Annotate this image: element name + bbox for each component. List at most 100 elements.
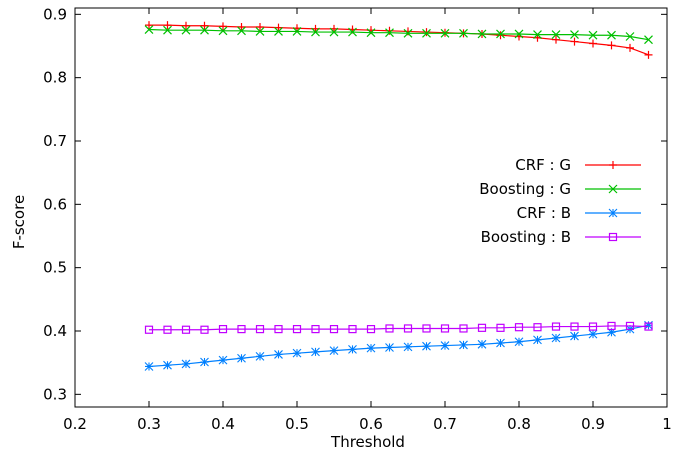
data-point <box>218 325 228 334</box>
data-point <box>496 31 505 40</box>
data-point <box>181 25 191 35</box>
data-point <box>144 25 154 34</box>
data-point <box>200 25 209 35</box>
series-line <box>148 324 649 368</box>
data-point <box>255 27 265 36</box>
y-tick-label: 0.6 <box>43 195 67 213</box>
data-point <box>145 21 153 30</box>
data-point <box>607 321 616 331</box>
axes: 0.2 0.3 0.4 0.5 0.6 0.7 0.8 0.9 1 0.3 0.4 0.5 0.6 0.7… <box>43 5 672 433</box>
data-point <box>644 322 653 331</box>
data-point <box>477 29 487 39</box>
data-point <box>459 340 468 350</box>
data-point <box>588 322 598 331</box>
data-point <box>200 325 209 334</box>
data-point <box>644 35 653 45</box>
data-point <box>366 343 376 353</box>
y-tick-label: 0.7 <box>43 132 67 150</box>
data-point <box>292 348 302 358</box>
data-point <box>552 35 560 44</box>
data-point <box>496 29 505 39</box>
legend-item: Boosting : G <box>479 180 641 198</box>
data-point <box>182 21 190 30</box>
data-point <box>589 39 597 48</box>
data-point <box>459 324 468 333</box>
data-point <box>609 161 617 169</box>
data-point <box>256 23 264 31</box>
data-point <box>255 325 265 334</box>
series-crf-g <box>145 21 653 59</box>
legend-label: CRF : G <box>515 156 571 174</box>
data-point <box>218 26 228 36</box>
data-point <box>144 362 154 371</box>
y-tick-label: 0.4 <box>43 322 67 340</box>
data-point <box>385 28 394 38</box>
data-point <box>200 21 209 30</box>
data-point <box>329 346 339 356</box>
data-point <box>292 325 302 334</box>
data-point <box>608 208 618 218</box>
data-point <box>551 30 561 40</box>
legend-label: Boosting : G <box>479 180 571 198</box>
data-point <box>608 184 618 194</box>
data-point <box>608 232 618 242</box>
series-line <box>149 24 649 56</box>
data-point <box>385 26 394 35</box>
y-tick-label: 0.5 <box>43 259 67 277</box>
data-point <box>422 28 431 38</box>
data-point <box>625 321 635 331</box>
data-point <box>219 22 227 31</box>
data-point <box>422 28 431 37</box>
data-point <box>607 41 616 50</box>
data-point <box>644 320 653 330</box>
data-point <box>163 25 172 35</box>
data-point <box>366 325 376 334</box>
data-point <box>551 333 561 343</box>
data-point <box>163 21 172 30</box>
data-point <box>163 360 172 370</box>
data-point <box>514 337 524 347</box>
series-group <box>144 21 653 371</box>
series-boosting-b <box>144 321 653 334</box>
x-tick-label: 0.2 <box>63 415 87 433</box>
data-point <box>551 322 561 331</box>
data-point <box>440 341 450 350</box>
data-point <box>570 37 579 46</box>
data-point <box>440 28 450 38</box>
data-point <box>570 331 579 341</box>
series-crf-b <box>144 320 653 371</box>
data-point <box>570 30 579 40</box>
data-point <box>181 325 191 334</box>
data-point <box>366 28 376 38</box>
data-point <box>311 347 320 357</box>
series-boosting-g <box>144 25 653 45</box>
data-point <box>422 341 431 351</box>
data-point <box>274 350 283 359</box>
data-point <box>292 27 302 36</box>
data-point <box>348 325 357 334</box>
data-point <box>237 23 246 31</box>
data-point <box>496 323 505 332</box>
data-point <box>588 30 598 40</box>
x-tick-label: 0.9 <box>581 415 605 433</box>
data-point <box>255 351 265 361</box>
legend: CRF : G Boosting : G CRF : B Boosting : B <box>479 156 641 246</box>
data-point <box>533 335 542 345</box>
data-point <box>385 324 394 333</box>
x-tick-label: 0.7 <box>433 415 457 433</box>
data-point <box>274 27 283 36</box>
data-point <box>422 324 431 333</box>
legend-item: CRF : G <box>515 156 641 174</box>
data-point <box>181 359 191 369</box>
data-point <box>311 325 320 334</box>
y-tick-label: 0.8 <box>43 69 67 87</box>
x-tick-label: 0.3 <box>137 415 161 433</box>
data-point <box>496 338 505 348</box>
data-point <box>588 329 598 339</box>
data-point <box>329 27 339 37</box>
data-point <box>570 322 579 331</box>
series-line <box>149 325 649 331</box>
data-point <box>403 324 413 333</box>
data-point <box>237 325 246 334</box>
